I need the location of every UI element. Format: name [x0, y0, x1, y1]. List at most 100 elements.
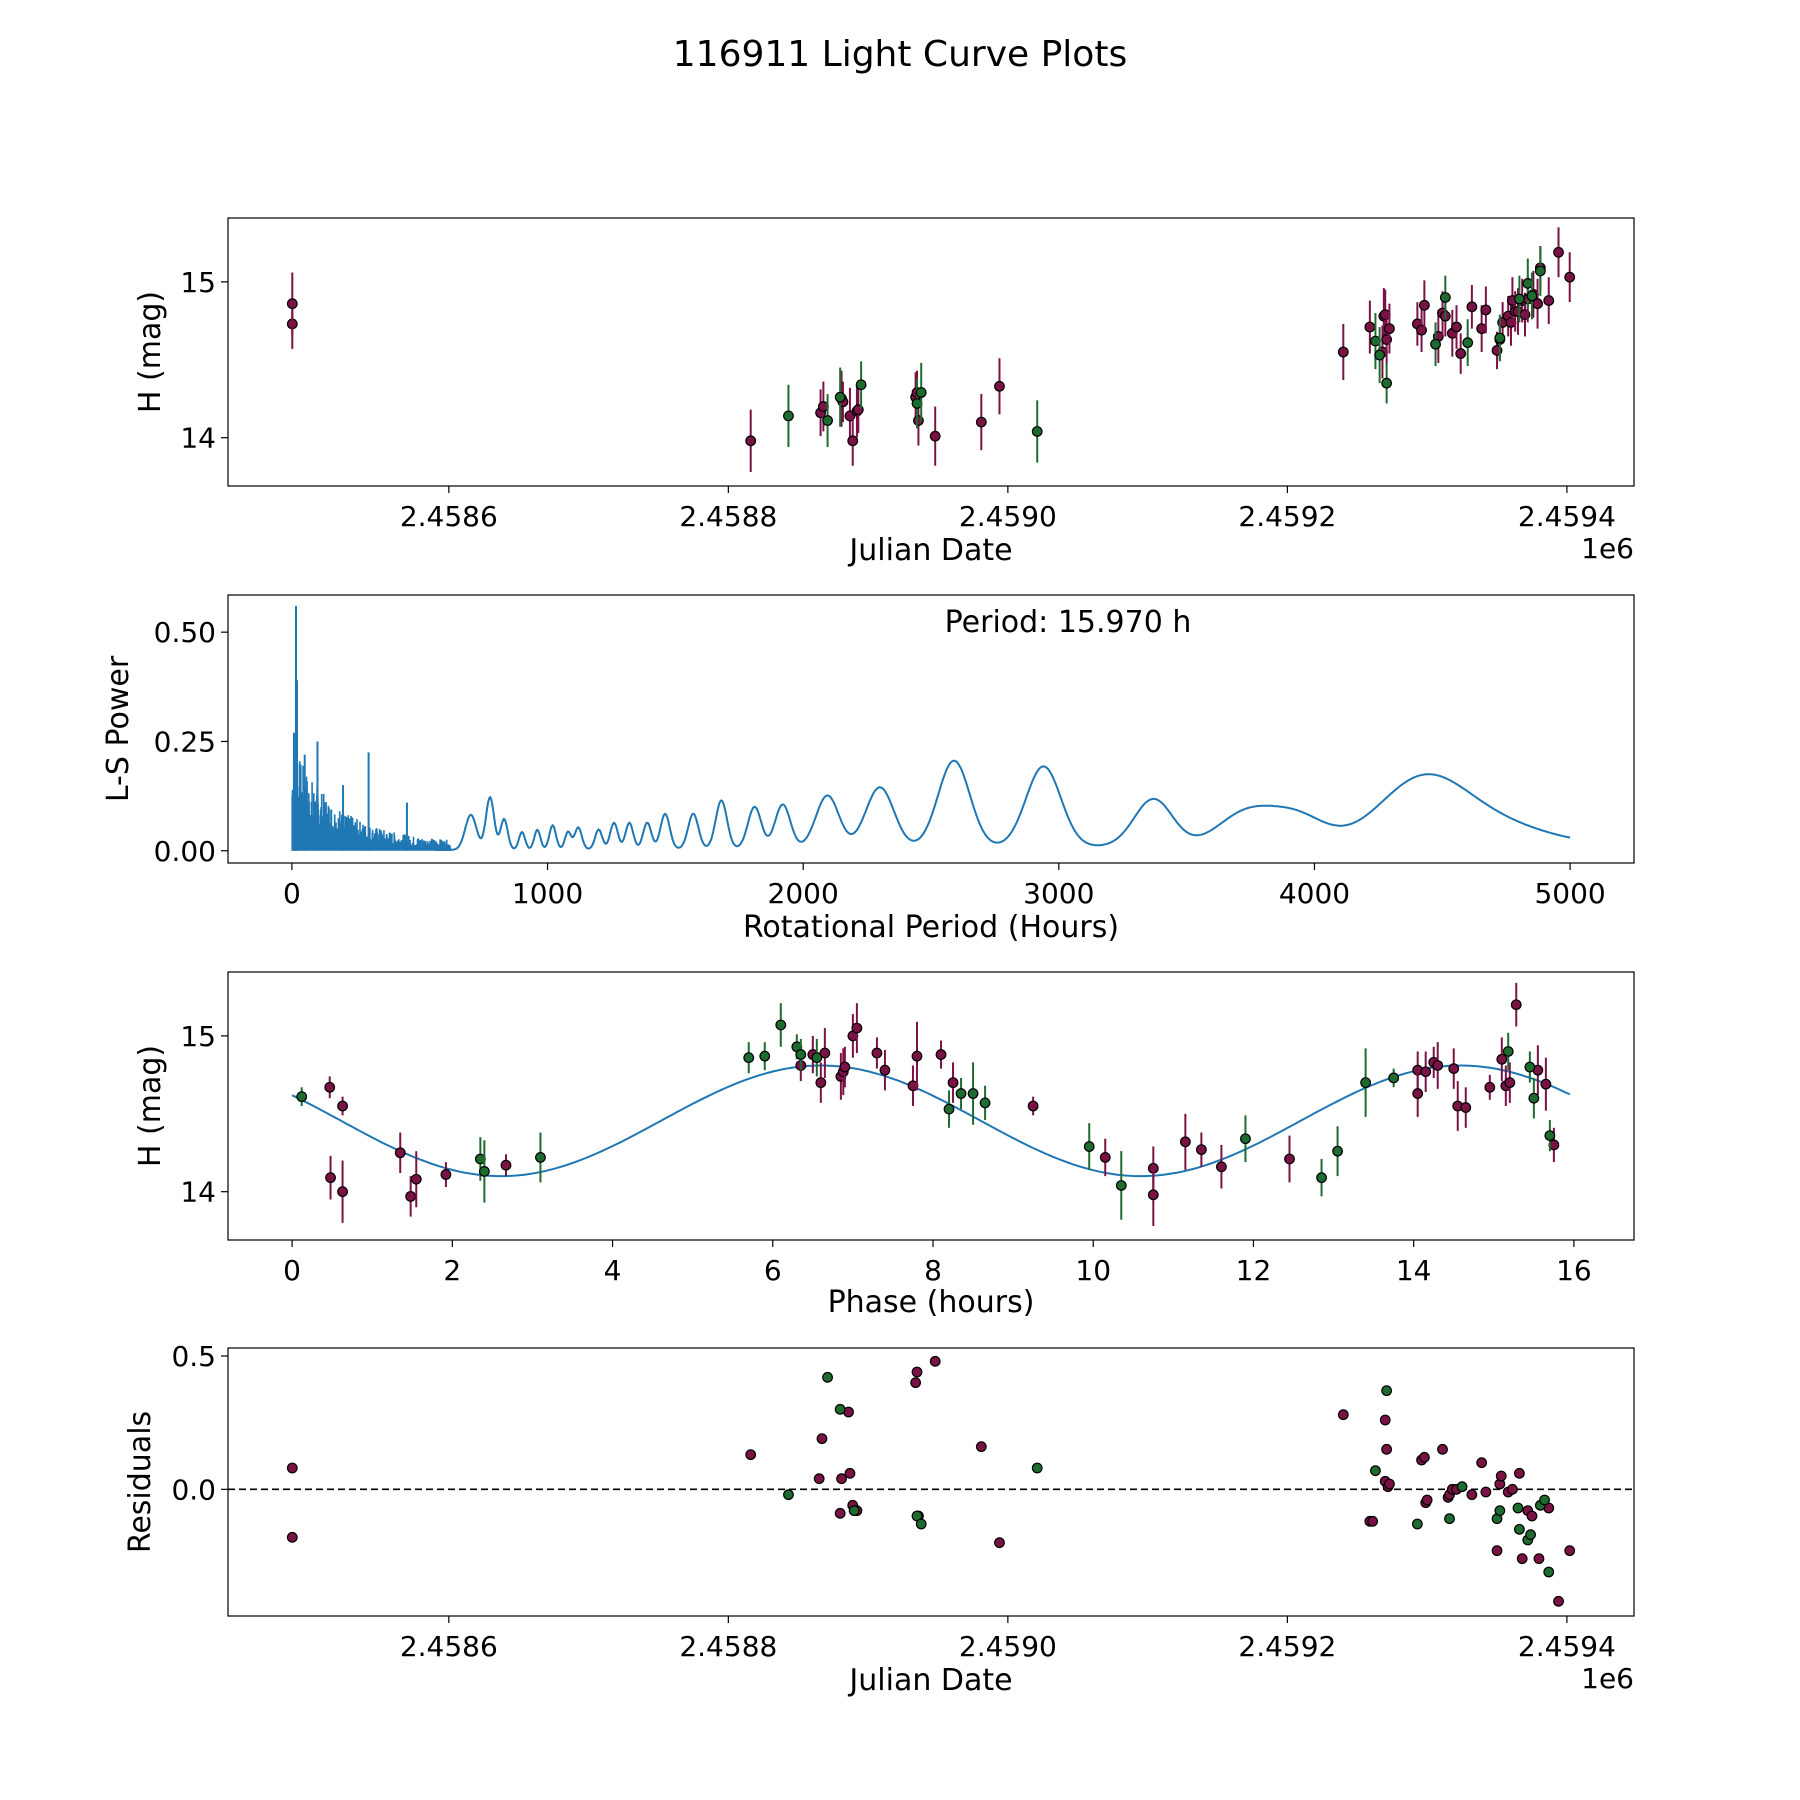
phased-point	[743, 1052, 755, 1064]
phased-point	[1099, 1152, 1111, 1163]
residuals-ytick-label: 0.0	[171, 1473, 216, 1506]
phased-ticks: 0 2 4 6 8 10 12 14 16 14 15	[180, 1020, 1591, 1287]
phased-point	[1083, 1141, 1095, 1152]
phased-point	[324, 1081, 336, 1093]
lightcurve-point	[1526, 290, 1538, 302]
lightcurve-point	[1374, 349, 1386, 361]
lightcurve-point	[745, 435, 757, 447]
lightcurve-point	[1494, 332, 1506, 344]
phased-xtick-label: 4	[604, 1254, 622, 1287]
periodogram-ytick-label: 0.25	[154, 725, 216, 758]
phased-xtick-label: 0	[283, 1254, 301, 1287]
phased-panel: 0 2 4 6 8 10 12 14 16 14 15 Phase (hours) H (mag)	[133, 971, 1635, 1320]
phased-point	[535, 1152, 546, 1163]
lightcurve-point	[1534, 265, 1546, 277]
phased-marks	[291, 982, 1571, 1226]
lightcurve-point	[1480, 304, 1492, 316]
phased-point	[1332, 1145, 1343, 1157]
residuals-point	[1507, 1483, 1518, 1495]
phased-point	[955, 1088, 967, 1099]
phased-point	[1147, 1189, 1159, 1201]
periodogram-xtick-label: 4000	[1279, 877, 1350, 910]
phased-point	[1027, 1100, 1039, 1112]
residuals-point	[783, 1489, 794, 1501]
lightcurve-point	[1543, 295, 1555, 306]
phased-frame	[227, 971, 1635, 1241]
periodogram-panel: 0 1000 2000 3000 4000 5000 0.00 0.25 0.50 Period…	[101, 594, 1635, 945]
phased-point	[1179, 1136, 1191, 1148]
residuals-panel: 2.4586 2.4588 2.4590 2.4592 2.4594 0.0 0.5 Jul…	[123, 1340, 1635, 1698]
residuals-point	[929, 1355, 941, 1367]
residuals-marks	[228, 1355, 1634, 1607]
residuals-point	[1543, 1566, 1555, 1578]
lightcurve-xtick-label: 2.4588	[679, 500, 777, 533]
residuals-point	[1381, 1385, 1393, 1397]
phased-point	[943, 1103, 955, 1115]
lightcurve-ytick-label: 14	[180, 422, 216, 455]
phased-xtick-label: 12	[1236, 1254, 1272, 1287]
phased-point	[1528, 1092, 1540, 1104]
residuals-point	[911, 1366, 923, 1378]
lightcurve-xlabel: Julian Date	[847, 533, 1012, 568]
residuals-point	[1444, 1513, 1455, 1525]
residuals-point	[286, 1531, 298, 1543]
phased-point	[296, 1091, 308, 1103]
residuals-xtick-label: 2.4592	[1238, 1630, 1336, 1663]
residuals-point	[1480, 1486, 1492, 1498]
residuals-point	[1381, 1443, 1393, 1455]
phased-point	[871, 1047, 883, 1059]
phased-point	[394, 1147, 406, 1159]
residuals-point	[1384, 1478, 1395, 1490]
phased-point	[819, 1047, 831, 1059]
periodogram-xtick-label: 1000	[512, 877, 583, 910]
residuals-point	[1367, 1515, 1379, 1527]
lightcurve-xtick-label: 2.4586	[400, 500, 498, 533]
residuals-xlabel: Julian Date	[847, 1663, 1012, 1698]
lightcurve-x-offset: 1e6	[1581, 532, 1634, 565]
residuals-point	[1539, 1494, 1550, 1506]
residuals-point	[1533, 1553, 1545, 1565]
residuals-point	[745, 1449, 757, 1461]
residuals-point	[1411, 1518, 1423, 1530]
residuals-xtick-label: 2.4588	[679, 1630, 777, 1663]
lightcurve-point	[1364, 321, 1376, 333]
phased-point	[1240, 1133, 1251, 1145]
periodogram-ytick-label: 0.50	[154, 616, 216, 649]
lightcurve-point	[1466, 301, 1478, 313]
residuals-point	[1466, 1489, 1478, 1501]
period-annotation: Period: 15.970 h	[945, 605, 1192, 640]
residuals-frame	[227, 1347, 1635, 1617]
phased-point	[935, 1049, 947, 1060]
lightcurve-ylabel: H (mag)	[133, 291, 168, 413]
residuals-point	[1516, 1553, 1528, 1565]
residuals-ylabel: Residuals	[123, 1411, 158, 1553]
lightcurve-point	[1564, 271, 1576, 283]
residuals-point	[816, 1433, 828, 1445]
residuals-point	[1370, 1465, 1381, 1477]
phased-point	[1510, 999, 1522, 1011]
phased-xtick-label: 6	[764, 1254, 782, 1287]
periodogram-frame	[227, 594, 1635, 864]
residuals-xtick-label: 2.4590	[959, 1630, 1057, 1663]
lightcurve-point	[834, 391, 846, 403]
lightcurve-frame	[227, 217, 1635, 487]
phased-point	[1360, 1077, 1372, 1089]
phased-point	[1540, 1078, 1552, 1090]
residuals-xtick-label: 2.4594	[1518, 1630, 1616, 1663]
phased-xtick-label: 2	[443, 1254, 461, 1287]
lightcurve-point	[975, 416, 987, 428]
periodogram-marks	[291, 605, 1571, 851]
phased-point	[1432, 1060, 1444, 1071]
phased-point	[1448, 1063, 1460, 1075]
residuals-point	[1456, 1481, 1468, 1493]
phased-point	[775, 1019, 787, 1031]
periodogram-xtick-label: 2000	[768, 877, 839, 910]
phased-point	[478, 1166, 490, 1177]
phased-xlabel: Phase (hours)	[828, 1285, 1035, 1320]
lightcurve-point	[1455, 348, 1467, 359]
lightcurve-point	[783, 410, 794, 422]
phased-point	[879, 1064, 891, 1076]
residuals-point	[1437, 1443, 1448, 1455]
periodogram-ylabel: L-S Power	[101, 655, 136, 802]
periodogram-ytick-label: 0.00	[154, 835, 216, 868]
